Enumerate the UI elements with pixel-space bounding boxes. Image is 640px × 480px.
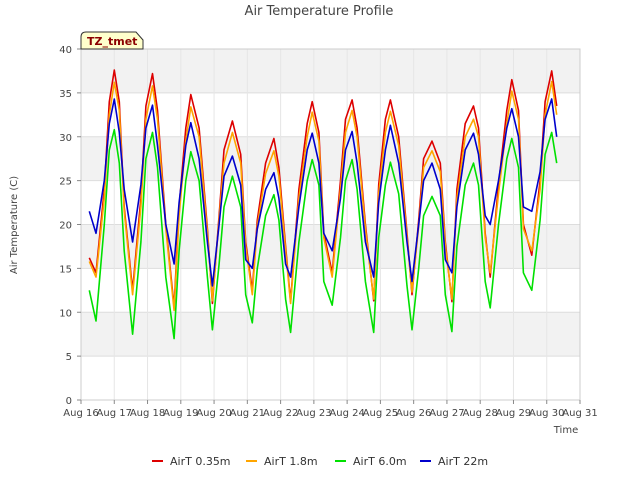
badge-text: TZ_tmet bbox=[87, 35, 137, 48]
x-tick-label: Aug 18 bbox=[130, 408, 165, 419]
plot-band bbox=[81, 136, 580, 181]
legend-label-1: AirT 1.8m bbox=[264, 455, 318, 468]
series-lines bbox=[88, 69, 558, 340]
x-tick-label: Aug 30 bbox=[529, 408, 564, 419]
x-tick-label: Aug 20 bbox=[196, 408, 231, 419]
x-tick-label: Aug 22 bbox=[263, 408, 298, 419]
badge-box bbox=[80, 31, 144, 50]
x-tick-label: Aug 25 bbox=[363, 408, 398, 419]
legend-label-0: AirT 0.35m bbox=[170, 455, 231, 468]
x-tick-label: Aug 27 bbox=[429, 408, 464, 419]
x-tick-label: Aug 28 bbox=[462, 408, 497, 419]
legend: AirT 0.35m AirT 1.8m AirT 6.0m AirT 22m bbox=[152, 455, 488, 468]
y-axis-title: Air Temperature (C) bbox=[9, 176, 20, 274]
x-tick-label: Aug 31 bbox=[562, 408, 597, 419]
y-tick-label: 5 bbox=[66, 352, 72, 363]
series-line-2 bbox=[88, 128, 558, 340]
y-tick-label: 0 bbox=[66, 396, 72, 407]
y-tick-label: 40 bbox=[59, 45, 72, 56]
x-tick-label: Aug 24 bbox=[329, 408, 364, 419]
station-badge: TZ_tmet bbox=[80, 31, 144, 50]
legend-label-3: AirT 22m bbox=[438, 455, 488, 468]
plot-band bbox=[81, 49, 580, 93]
chart-title: Air Temperature Profile bbox=[245, 4, 394, 19]
legend-label-2: AirT 6.0m bbox=[353, 455, 407, 468]
series-line-3 bbox=[88, 98, 558, 287]
x-tick-label: Aug 26 bbox=[396, 408, 431, 419]
x-tick-label: Aug 29 bbox=[496, 408, 531, 419]
y-tick-label: 10 bbox=[59, 308, 72, 319]
y-tick-label: 30 bbox=[59, 133, 72, 144]
plot-band bbox=[81, 312, 580, 357]
y-tick-label: 35 bbox=[59, 89, 72, 100]
y-tick-label: 25 bbox=[59, 177, 72, 188]
x-tick-label: Aug 21 bbox=[230, 408, 265, 419]
x-tick-label: Aug 19 bbox=[163, 408, 198, 419]
x-tick-label: Aug 23 bbox=[296, 408, 331, 419]
x-axis-title: Time bbox=[553, 425, 578, 436]
x-tick-label: Aug 16 bbox=[63, 408, 98, 419]
y-tick-label: 20 bbox=[59, 221, 72, 232]
x-tick-label: Aug 17 bbox=[97, 408, 132, 419]
y-tick-label: 15 bbox=[59, 264, 72, 275]
